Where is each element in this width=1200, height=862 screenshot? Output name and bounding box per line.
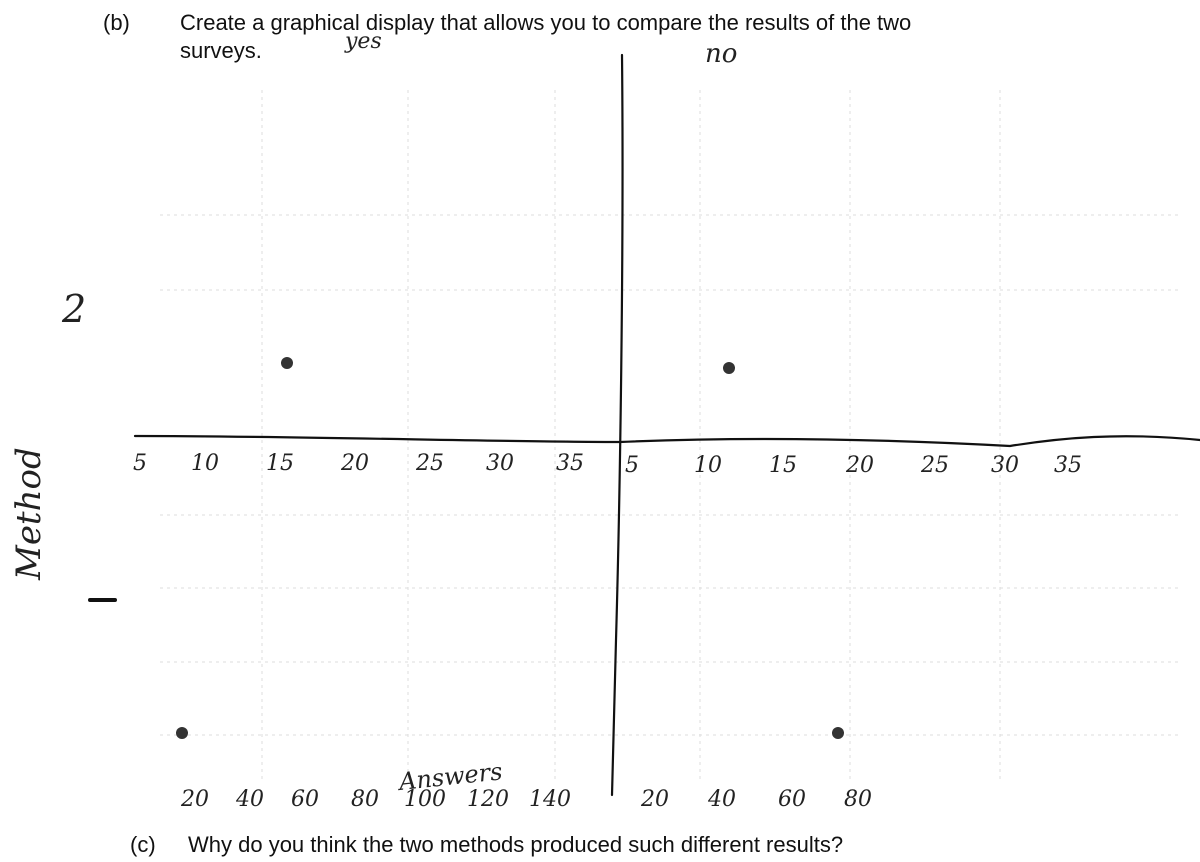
handwritten-label: Method [9,447,49,581]
plotted-dot [176,727,188,739]
scale-label: 30 [991,453,1019,478]
horizontal-axis [133,434,1200,448]
scale-label: 40 [707,787,736,812]
scale-label: 25 [920,453,949,478]
scale-label: 20 [180,787,209,812]
handwritten-label: yes [344,29,382,54]
handwritten-scales: 5 10 15 20 25 30 35 5 10 15 20 25 30 35 20 40 60 80 100 120… [133,451,1082,812]
scale-label: 15 [266,451,294,476]
handwritten-label: 2 [61,287,86,331]
vertical-axis [610,53,624,797]
question-text: Why do you think the two methods produce… [188,832,843,857]
scale-label: 100 [404,787,446,812]
scale-label: 35 [1054,453,1082,478]
scale-label: 120 [467,787,509,812]
scale-label: 25 [415,451,444,476]
question-text: surveys. [180,38,262,63]
question-text: Create a graphical display that allows y… [180,10,911,35]
handwritten-label: no [705,39,737,69]
scale-label: 20 [340,451,369,476]
scale-label: 80 [351,787,379,812]
scale-label: 10 [191,451,219,476]
scale-label: 5 [625,453,639,478]
scale-label: 10 [694,453,722,478]
plotted-dot [723,362,735,374]
scale-label: 60 [291,787,319,812]
scale-label: 40 [235,787,264,812]
scale-label: 5 [133,451,147,476]
plotted-dot [832,727,844,739]
question-label: (c) [130,832,156,857]
scale-label: 35 [556,451,584,476]
scale-label: 20 [845,453,874,478]
scale-label: 20 [640,787,669,812]
scale-label: 60 [778,787,806,812]
scale-label: 15 [769,453,797,478]
worksheet-grid [160,90,1180,780]
scale-label: 140 [529,787,571,812]
plotted-dot [281,357,293,369]
scale-label: 30 [486,451,514,476]
scale-label: 80 [844,787,872,812]
question-label: (b) [103,10,130,35]
